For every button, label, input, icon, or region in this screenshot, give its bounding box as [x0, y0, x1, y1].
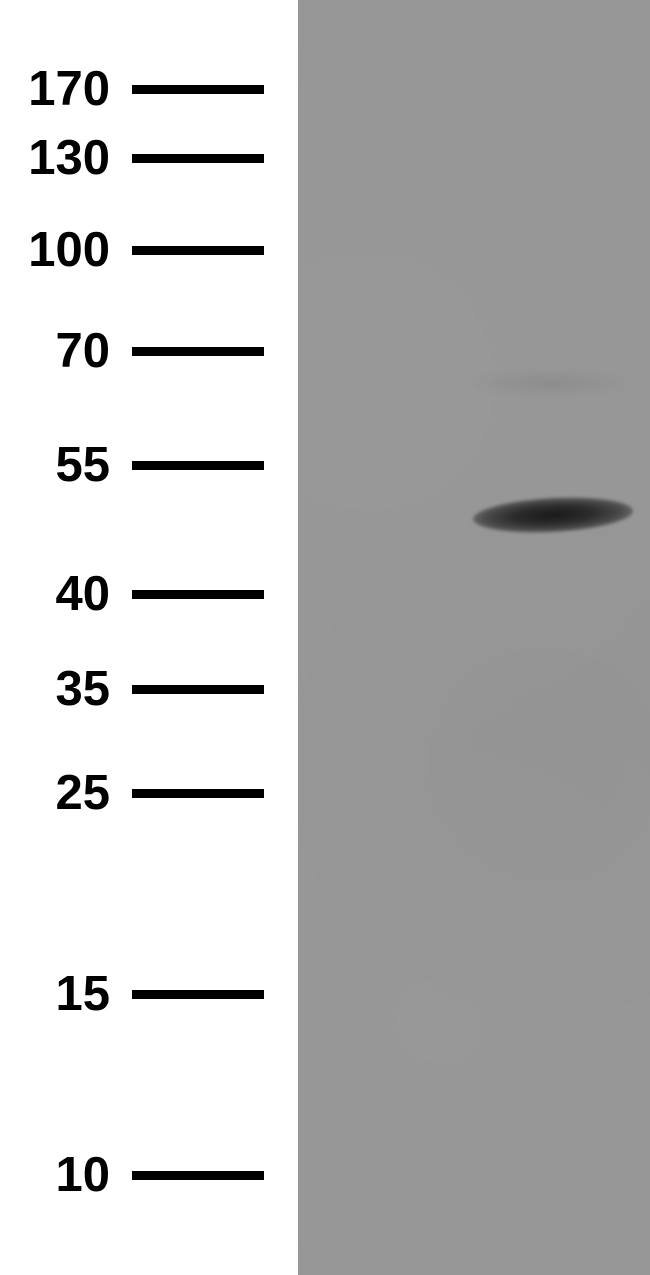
western-blot-figure: 170 130 100 70 55 40 35 25 15 10 [0, 0, 650, 1275]
marker-label: 70 [0, 327, 110, 376]
marker-row: 10 [0, 1151, 290, 1200]
marker-row: 25 [0, 769, 290, 818]
protein-band [472, 494, 634, 536]
marker-dash [132, 246, 264, 255]
marker-label: 35 [0, 665, 110, 714]
marker-dash [132, 461, 264, 470]
marker-label: 40 [0, 570, 110, 619]
marker-label: 170 [0, 65, 110, 114]
marker-dash [132, 789, 264, 798]
marker-row: 35 [0, 665, 290, 714]
blot-membrane [298, 0, 650, 1275]
marker-dash [132, 154, 264, 163]
marker-label: 55 [0, 441, 110, 490]
marker-dash [132, 347, 264, 356]
marker-row: 15 [0, 970, 290, 1019]
marker-dash [132, 85, 264, 94]
marker-label: 10 [0, 1151, 110, 1200]
marker-row: 55 [0, 441, 290, 490]
marker-label: 130 [0, 134, 110, 183]
marker-dash [132, 685, 264, 694]
marker-row: 130 [0, 134, 290, 183]
marker-label: 25 [0, 769, 110, 818]
marker-dash [132, 590, 264, 599]
marker-label: 15 [0, 970, 110, 1019]
molecular-weight-ladder: 170 130 100 70 55 40 35 25 15 10 [0, 0, 290, 1275]
marker-row: 70 [0, 327, 290, 376]
marker-dash [132, 1171, 264, 1180]
marker-dash [132, 990, 264, 999]
marker-row: 170 [0, 65, 290, 114]
marker-row: 40 [0, 570, 290, 619]
marker-row: 100 [0, 226, 290, 275]
marker-label: 100 [0, 226, 110, 275]
faint-band [468, 370, 633, 396]
